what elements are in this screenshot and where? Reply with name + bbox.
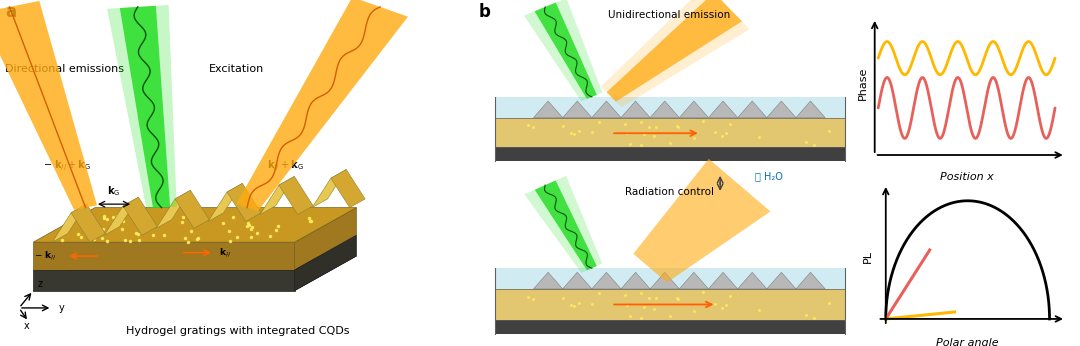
Polygon shape <box>796 101 825 118</box>
Text: PL: PL <box>863 250 873 263</box>
Polygon shape <box>563 101 592 118</box>
Polygon shape <box>52 204 86 242</box>
Polygon shape <box>524 176 603 273</box>
Polygon shape <box>633 159 770 283</box>
Polygon shape <box>563 272 592 289</box>
Polygon shape <box>679 272 708 289</box>
Polygon shape <box>708 101 738 118</box>
Polygon shape <box>107 5 177 209</box>
Polygon shape <box>227 183 261 221</box>
Polygon shape <box>796 272 825 289</box>
Polygon shape <box>767 272 796 289</box>
Text: 🔵 H₂O: 🔵 H₂O <box>755 172 783 181</box>
Text: $-\ \mathbf{k}_{//} + \mathbf{k}_\mathrm{G}$: $-\ \mathbf{k}_{//} + \mathbf{k}_\mathrm… <box>42 158 91 174</box>
Polygon shape <box>535 181 597 270</box>
Polygon shape <box>738 101 767 118</box>
Polygon shape <box>175 190 210 228</box>
Polygon shape <box>592 272 621 289</box>
Text: $-\ \mathbf{k}_{//}$: $-\ \mathbf{k}_{//}$ <box>35 250 57 262</box>
Polygon shape <box>679 101 708 118</box>
Polygon shape <box>534 272 563 289</box>
Polygon shape <box>650 272 679 289</box>
Polygon shape <box>607 0 742 102</box>
Polygon shape <box>123 197 158 235</box>
Text: Hydrogel gratings with integrated CQDs: Hydrogel gratings with integrated CQDs <box>126 326 349 336</box>
Polygon shape <box>621 101 650 118</box>
Polygon shape <box>208 183 242 221</box>
Text: Phase: Phase <box>858 66 867 100</box>
Text: b: b <box>480 3 491 21</box>
Text: x: x <box>24 321 29 331</box>
Text: Position x: Position x <box>940 172 994 182</box>
Polygon shape <box>279 176 313 215</box>
Polygon shape <box>495 147 845 161</box>
Polygon shape <box>708 272 738 289</box>
Text: Radiation control: Radiation control <box>625 187 714 197</box>
Polygon shape <box>524 0 603 101</box>
Polygon shape <box>295 208 356 270</box>
Polygon shape <box>33 208 356 242</box>
Polygon shape <box>260 176 295 215</box>
Text: $\mathbf{k}_{//} + \mathbf{k}_\mathrm{G}$: $\mathbf{k}_{//} + \mathbf{k}_\mathrm{G}… <box>267 158 303 174</box>
Polygon shape <box>71 204 106 242</box>
Text: $\mathbf{k}_\mathrm{G}$: $\mathbf{k}_\mathrm{G}$ <box>107 184 121 198</box>
Polygon shape <box>237 0 408 211</box>
Polygon shape <box>767 101 796 118</box>
Polygon shape <box>495 268 845 289</box>
Text: Excitation: Excitation <box>210 64 265 74</box>
Polygon shape <box>33 256 356 291</box>
Polygon shape <box>535 2 597 99</box>
Polygon shape <box>592 101 621 118</box>
Polygon shape <box>295 235 356 291</box>
Polygon shape <box>650 101 679 118</box>
Polygon shape <box>495 97 845 118</box>
Text: y: y <box>59 303 65 313</box>
Polygon shape <box>33 270 295 291</box>
Polygon shape <box>495 118 845 147</box>
Polygon shape <box>330 170 365 208</box>
Polygon shape <box>495 320 845 334</box>
Polygon shape <box>120 6 170 208</box>
Text: z: z <box>38 279 43 289</box>
Text: a: a <box>4 3 16 21</box>
Polygon shape <box>738 272 767 289</box>
Polygon shape <box>157 190 190 228</box>
Polygon shape <box>33 242 295 270</box>
Polygon shape <box>312 170 347 208</box>
Polygon shape <box>495 289 845 320</box>
Text: Polar angle: Polar angle <box>936 338 999 346</box>
Text: Directional emissions: Directional emissions <box>4 64 124 74</box>
Text: Unidirectional emission: Unidirectional emission <box>608 10 731 20</box>
Polygon shape <box>534 101 563 118</box>
Polygon shape <box>621 272 650 289</box>
Polygon shape <box>105 197 138 235</box>
Text: $\mathbf{k}_{//}$: $\mathbf{k}_{//}$ <box>218 246 231 259</box>
Polygon shape <box>602 0 750 107</box>
Polygon shape <box>0 1 97 210</box>
